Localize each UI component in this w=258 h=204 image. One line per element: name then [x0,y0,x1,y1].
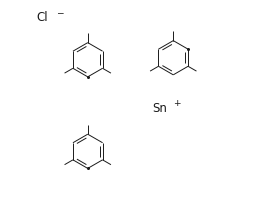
Text: +: + [173,99,181,108]
Text: −: − [55,8,63,17]
Text: Sn: Sn [152,102,167,115]
Text: Cl: Cl [36,11,48,24]
